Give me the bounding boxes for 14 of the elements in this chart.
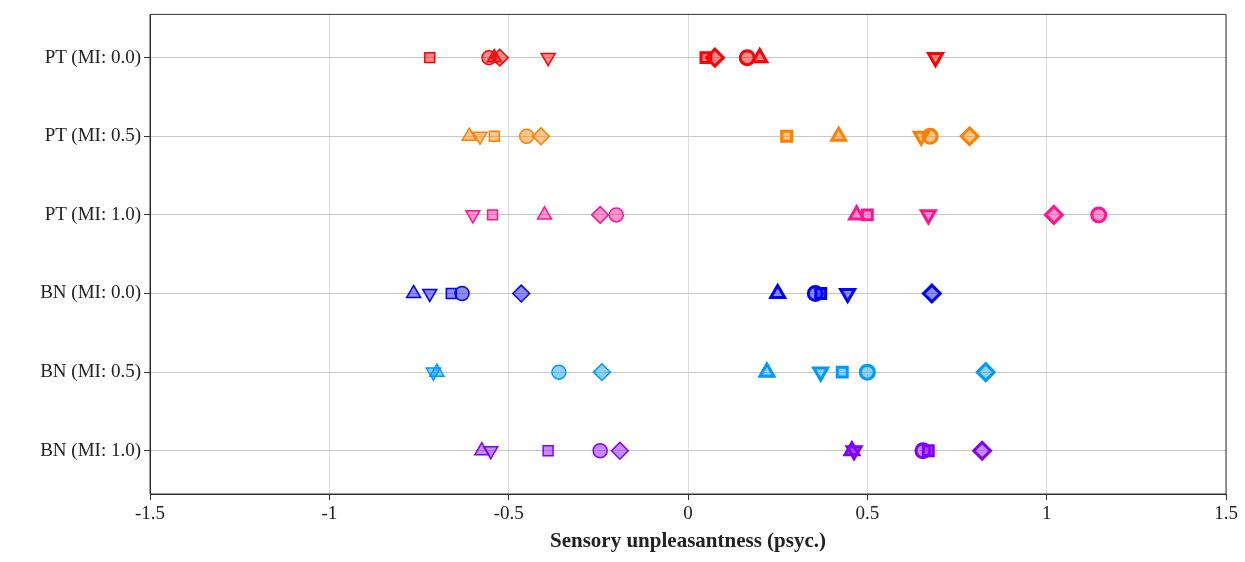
x-tick-label: -1 <box>321 502 338 524</box>
x-tick-label: -1.5 <box>134 502 166 524</box>
x-tick-label: -0.5 <box>493 502 524 524</box>
y-tick-label: BN (MI: 0.0) <box>40 281 141 304</box>
x-tick-label: 1.5 <box>1214 502 1238 524</box>
x-tick-label: 1 <box>1041 502 1052 524</box>
y-tick-label: PT (MI: 1.0) <box>44 202 141 225</box>
y-tick-label: PT (MI: 0.5) <box>44 124 141 147</box>
x-axis-title: Sensory unpleasantness (psyc.) <box>550 527 826 552</box>
x-tick-label: 0.5 <box>855 502 880 524</box>
y-tick-label: BN (MI: 1.0) <box>40 438 141 461</box>
x-tick-label: 0 <box>683 502 693 524</box>
y-tick-label: BN (MI: 0.5) <box>40 360 141 383</box>
y-tick-label: PT (MI: 0.0) <box>44 45 141 68</box>
